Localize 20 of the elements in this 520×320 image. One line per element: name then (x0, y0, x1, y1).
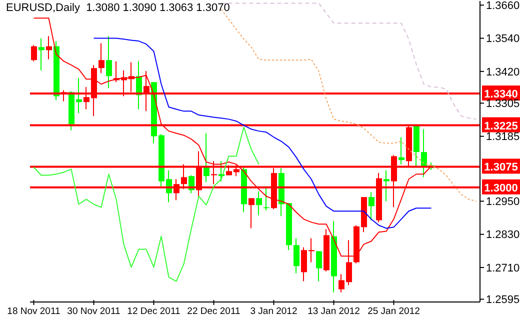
ref-line-label: 1.3075 (484, 162, 518, 174)
y-tick-label: 1.2710 (486, 262, 520, 274)
x-tick-label: 3 Jan 2012 (250, 306, 298, 317)
x-tick-label: 12 Dec 2011 (127, 306, 180, 317)
y-tick-label: 1.2595 (486, 294, 520, 306)
y-tick-label: 1.3305 (486, 98, 520, 110)
x-tick-label: 22 Dec 2011 (187, 306, 240, 317)
x-tick-label: 13 Jan 2012 (308, 306, 360, 317)
x-tick-label: 25 Jan 2012 (368, 306, 420, 317)
y-tick-label: 1.2950 (486, 196, 520, 208)
x-tick-label: 18 Nov 2011 (7, 306, 60, 317)
x-tick-label: 30 Nov 2011 (67, 306, 120, 317)
y-tick-label: 1.3660 (486, 0, 520, 12)
ref-line-label: 1.3000 (484, 182, 518, 194)
y-tick-label: 1.3420 (486, 66, 520, 78)
y-tick-label: 1.3540 (486, 33, 520, 46)
ref-line-label: 1.3225 (484, 120, 518, 132)
y-tick-label: 1.3185 (486, 131, 520, 144)
y-tick-label: 1.2830 (486, 229, 520, 242)
chart-title: EURUSD,Daily 1.3080 1.3090 1.3063 1.3070 (6, 2, 230, 14)
